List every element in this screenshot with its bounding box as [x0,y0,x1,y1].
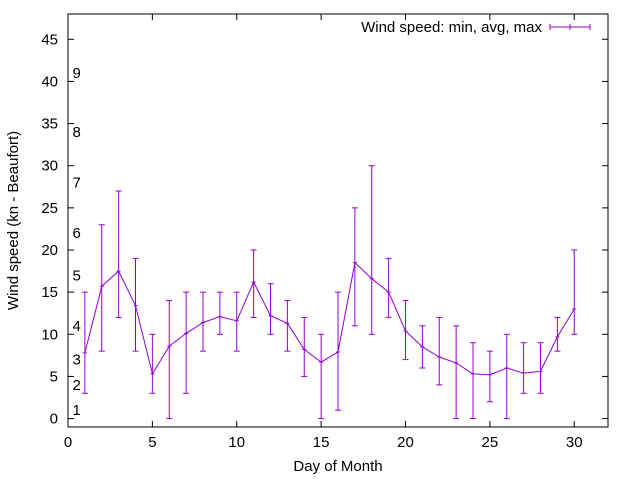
beaufort-annotation: 8 [72,124,80,141]
data-point [520,342,527,394]
series-line [84,261,575,376]
legend-label: Wind speed: min, avg, max [361,19,542,36]
y-tick-label: 25 [41,200,58,217]
y-tick-label: 5 [50,368,58,385]
x-tick-label: 25 [482,434,499,451]
beaufort-annotation: 7 [72,175,80,192]
x-tick-label: 5 [148,434,156,451]
legend: Wind speed: min, avg, max [361,19,591,36]
y-tick-label: 40 [41,73,58,90]
data-point [385,257,392,318]
data-point [503,333,510,420]
data-point [571,249,578,335]
x-tick-label: 10 [228,434,245,451]
x-axis-label: Day of Month [293,458,382,475]
data-point [81,291,88,394]
data-point [132,257,139,352]
data-point [200,291,206,352]
data-point [470,342,476,420]
plot-area [81,165,578,420]
data-point [402,300,409,361]
data-point [166,300,173,420]
x-tick-label: 20 [397,434,414,451]
beaufort-annotation: 4 [72,318,80,335]
beaufort-annotation: 1 [72,402,80,419]
y-tick-label: 30 [41,158,58,175]
y-tick-label: 45 [41,31,58,48]
beaufort-annotation: 3 [72,352,80,369]
beaufort-annotation: 9 [72,65,80,82]
data-point [486,350,493,403]
data-point [335,291,341,411]
data-point [537,342,544,394]
data-point [216,291,223,335]
data-point [149,333,156,394]
data-point [368,165,375,335]
data-point [318,333,325,420]
data-point [436,316,443,386]
y-tick-label: 10 [41,326,58,343]
beaufort-annotation: 5 [72,267,80,284]
y-tick-label: 20 [41,242,58,259]
y-tick-label: 15 [41,284,58,301]
data-point [419,325,426,369]
data-point [98,224,105,352]
y-tick-label: 35 [41,116,58,133]
data-point [183,291,190,394]
data-point [351,207,358,327]
data-point [301,316,308,377]
data-point [250,249,257,318]
beaufort-annotation: 6 [72,225,80,242]
data-point [233,291,240,352]
data-point [453,325,460,420]
plot-border [67,13,609,428]
data-point [115,190,122,318]
x-tick-label: 0 [64,434,72,451]
x-tick-label: 15 [313,434,330,451]
data-point [267,283,274,335]
y-axis-label: Wind speed (kn - Beaufort) [5,131,22,310]
y-tick-label: 0 [50,411,58,428]
beaufort-annotation: 2 [72,377,80,394]
data-point [284,300,291,352]
data-point [554,316,561,352]
x-tick-label: 30 [566,434,583,451]
